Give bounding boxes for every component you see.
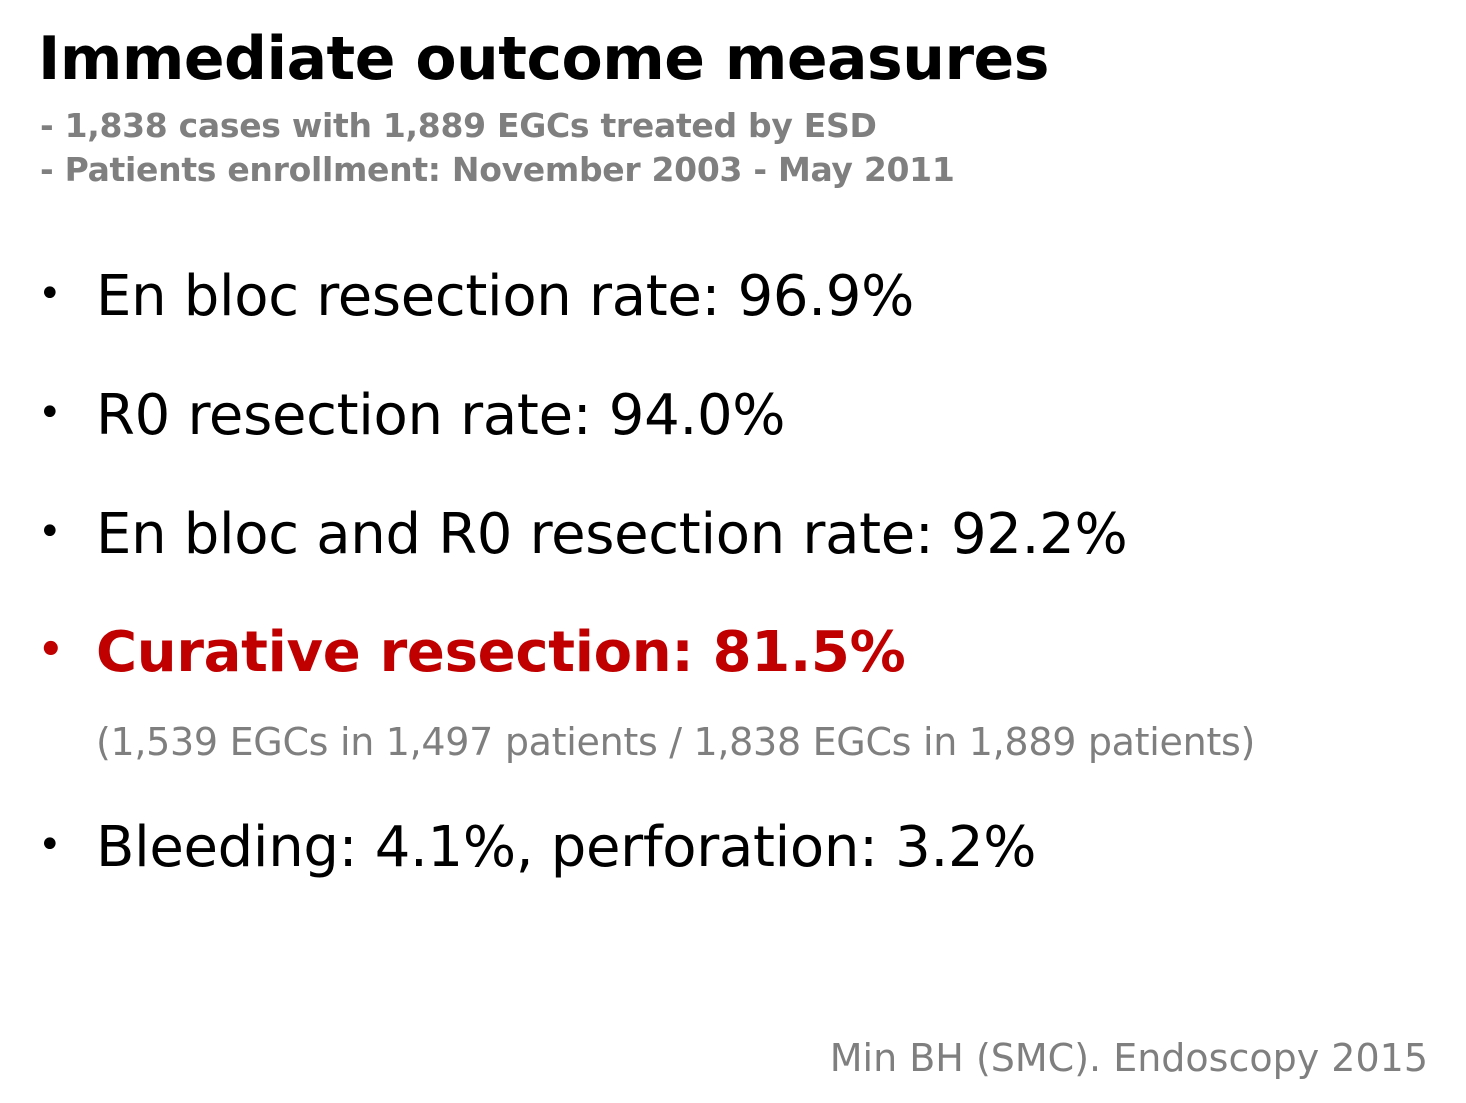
bullet-curative-resection: • Curative resection: 81.5% [38, 620, 906, 685]
slide-title: Immediate outcome measures [38, 24, 1049, 94]
bullet-marker: • [38, 508, 62, 555]
bullet-text: Bleeding: 4.1%, perforation: 3.2% [96, 815, 1037, 880]
bullet-en-bloc-r0-rate: • En bloc and R0 resection rate: 92.2% [38, 502, 1128, 567]
bullet-marker: • [38, 821, 62, 868]
bullet-en-bloc-rate: • En bloc resection rate: 96.9% [38, 264, 914, 329]
bullet-r0-rate: • R0 resection rate: 94.0% [38, 383, 786, 448]
bullet-text: En bloc and R0 resection rate: 92.2% [96, 502, 1128, 567]
bullet-marker: • [38, 270, 62, 317]
bullet-text: R0 resection rate: 94.0% [96, 383, 786, 448]
bullet-marker: • [38, 389, 62, 436]
subtitle-cases: - 1,838 cases with 1,889 EGCs treated by… [40, 106, 877, 145]
bullet-marker: • [38, 626, 64, 673]
citation: Min BH (SMC). Endoscopy 2015 [829, 1036, 1428, 1080]
curative-note: (1,539 EGCs in 1,497 patients / 1,838 EG… [96, 720, 1255, 764]
subtitle-enrollment: - Patients enrollment: November 2003 - M… [40, 150, 955, 189]
bullet-complications: • Bleeding: 4.1%, perforation: 3.2% [38, 815, 1037, 880]
bullet-text: Curative resection: 81.5% [96, 620, 906, 685]
bullet-text: En bloc resection rate: 96.9% [96, 264, 914, 329]
